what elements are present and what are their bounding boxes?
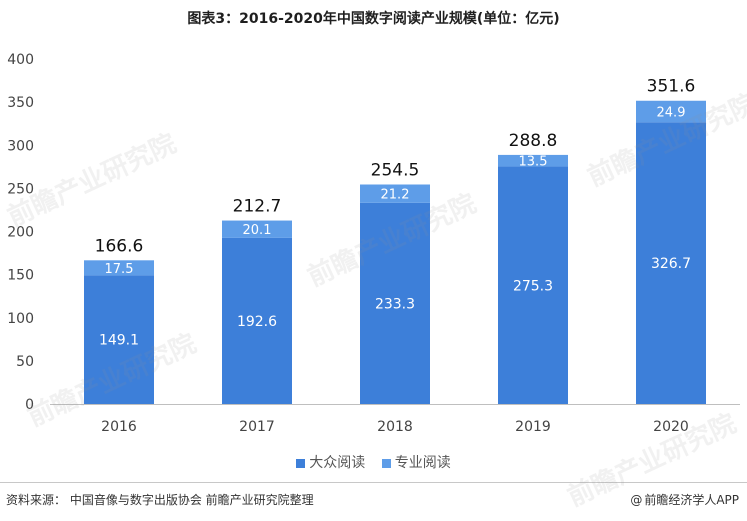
at-icon: @ — [630, 493, 643, 507]
data-label-total: 166.6 — [95, 236, 144, 256]
data-label-mass: 233.3 — [375, 296, 415, 312]
data-label-total: 254.5 — [371, 160, 420, 180]
data-label-pro: 24.9 — [657, 105, 686, 120]
brand-credit: @ 前瞻经济学人APP — [630, 491, 739, 508]
legend: 大众阅读 专业阅读 — [0, 452, 747, 472]
bar-segment-mass — [360, 202, 430, 404]
bar-segment-mass — [498, 166, 568, 404]
data-label-mass: 149.1 — [99, 333, 139, 349]
x-tick-label: 2018 — [377, 419, 413, 435]
data-label-pro: 13.5 — [519, 155, 548, 170]
y-tick-label: 250 — [7, 181, 34, 197]
bar-segment-mass — [84, 275, 154, 404]
data-label-total: 351.6 — [647, 77, 696, 97]
data-label-total: 288.8 — [509, 131, 558, 151]
y-tick-label: 100 — [7, 311, 34, 327]
source-note: 资料来源： 中国音像与数字出版协会 前瞻产业研究院整理 — [6, 493, 314, 507]
data-label-pro: 17.5 — [105, 262, 134, 277]
y-tick-label: 50 — [16, 354, 34, 370]
data-label-pro: 21.2 — [381, 188, 410, 203]
bar-segment-pro — [84, 260, 154, 276]
y-tick-label: 0 — [25, 397, 34, 413]
data-label-mass: 326.7 — [651, 256, 691, 272]
x-tick-label: 2016 — [101, 419, 137, 435]
chart-title: 图表3：2016-2020年中国数字阅读产业规模(单位：亿元) — [187, 11, 560, 27]
bar-segment-pro — [636, 100, 706, 123]
y-tick-label: 350 — [7, 95, 34, 111]
bar-segment-pro — [498, 154, 568, 167]
x-tick-label: 2017 — [239, 419, 275, 435]
legend-swatch-mass — [296, 458, 306, 468]
legend-label-pro: 专业阅读 — [394, 455, 451, 471]
footer-divider — [0, 482, 747, 483]
legend-item-pro: 专业阅读 — [381, 452, 451, 472]
x-tick-label: 2020 — [653, 419, 689, 435]
bar-segment-mass — [222, 237, 292, 404]
y-tick-label: 150 — [7, 268, 34, 284]
y-tick-label: 300 — [7, 138, 34, 154]
data-label-mass: 192.6 — [237, 314, 277, 330]
legend-item-mass: 大众阅读 — [296, 452, 365, 472]
bar-segment-mass — [636, 122, 706, 404]
bar-segment-pro — [222, 220, 292, 238]
data-label-pro: 20.1 — [243, 223, 272, 238]
data-label-mass: 275.3 — [513, 278, 553, 294]
brand-name: 前瞻经济学人APP — [644, 493, 739, 507]
bar-segment-pro — [360, 184, 430, 203]
legend-label-mass: 大众阅读 — [309, 455, 366, 471]
y-tick-label: 400 — [7, 52, 34, 68]
y-tick-label: 200 — [7, 225, 34, 241]
x-tick-label: 2019 — [515, 419, 551, 435]
data-label-total: 212.7 — [233, 197, 282, 217]
legend-swatch-pro — [381, 458, 391, 468]
